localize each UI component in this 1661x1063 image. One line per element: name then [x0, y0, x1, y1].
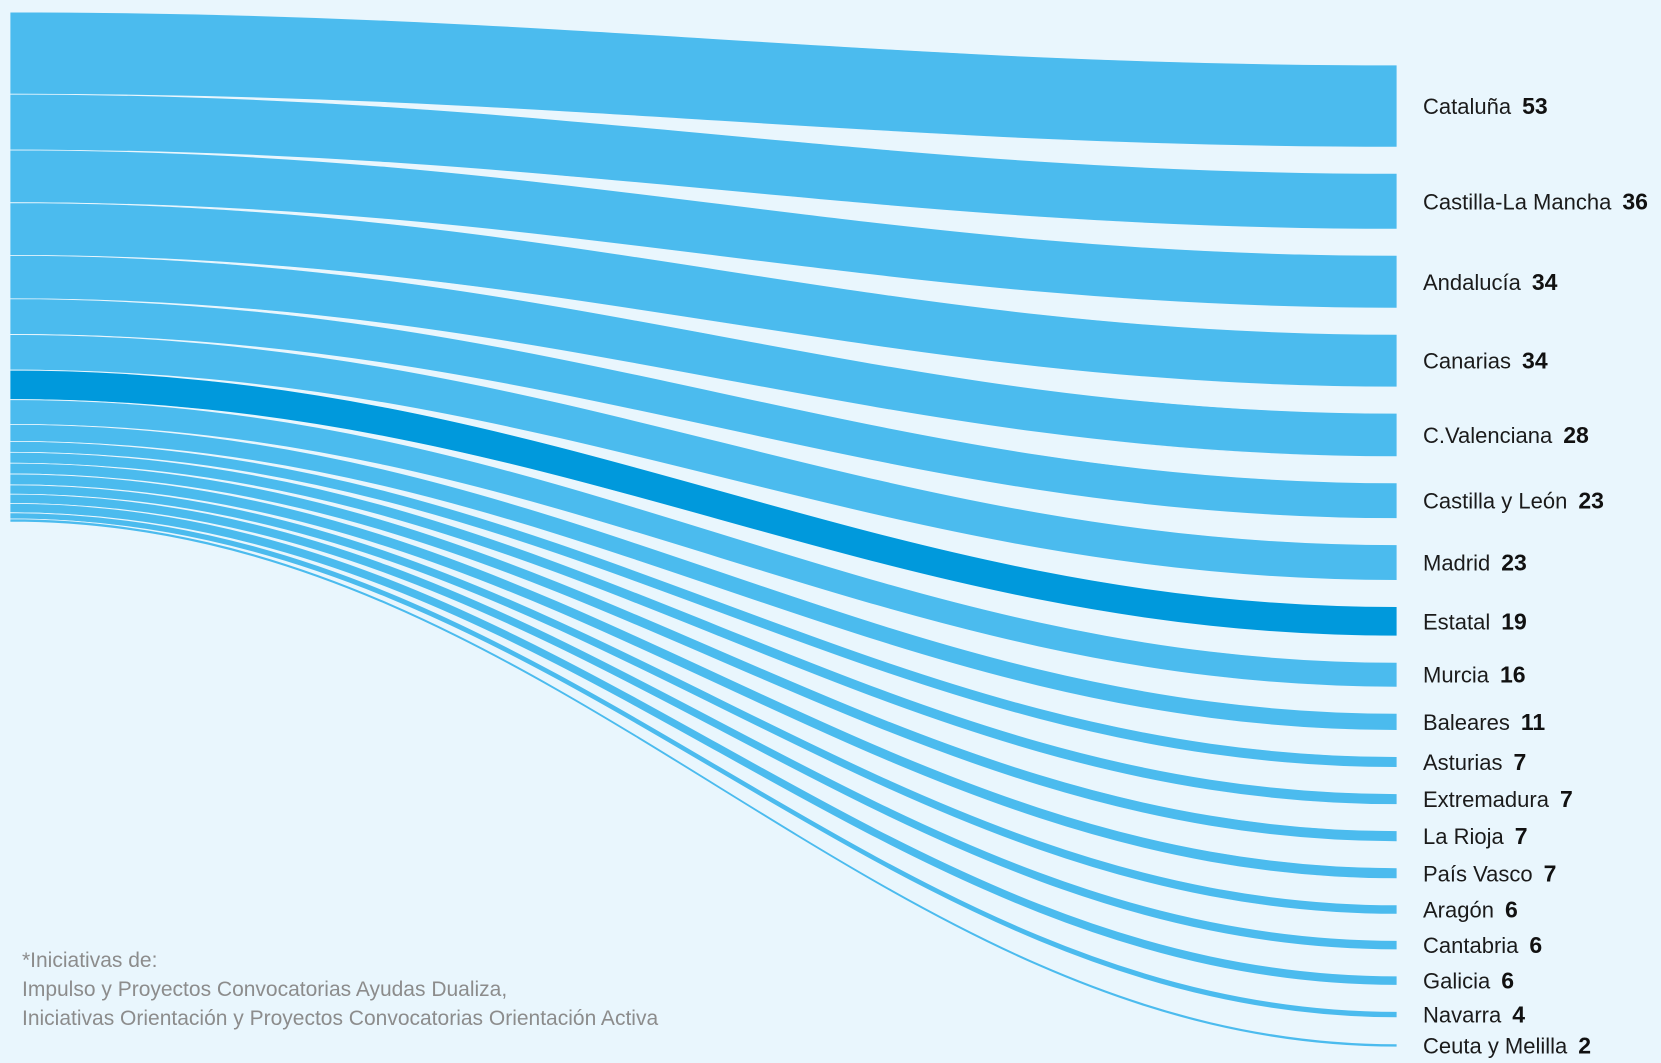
- value-label: 34: [1522, 348, 1548, 374]
- label-extremadura: Extremadura 7: [1423, 786, 1573, 812]
- label-estatal: Estatal 19: [1423, 608, 1527, 634]
- flow-asturias: [9, 440, 1398, 768]
- flow-c-valenciana: [9, 254, 1398, 458]
- flow-extremadura: [9, 451, 1398, 805]
- flow-castilla-la-mancha: [9, 93, 1398, 230]
- footnote-line-2: Impulso y Proyectos Convocatorias Ayudas…: [22, 978, 508, 1001]
- footnote-line-3: Iniciativas Orientación y Proyectos Conv…: [22, 1007, 659, 1030]
- value-label: 11: [1521, 709, 1546, 735]
- value-label: 19: [1501, 608, 1527, 634]
- label-madrid: Madrid 23: [1423, 550, 1527, 576]
- flow-madrid: [9, 334, 1398, 581]
- label-pa-s-vasco: País Vasco 7: [1423, 860, 1556, 886]
- category-label: Navarra: [1423, 1003, 1502, 1028]
- flow-arag-n: [9, 484, 1398, 915]
- value-label: 7: [1515, 823, 1528, 849]
- category-label: Ceuta y Melilla: [1423, 1033, 1568, 1058]
- category-label: Estatal: [1423, 609, 1490, 634]
- category-label: La Rioja: [1423, 824, 1504, 849]
- value-label: 2: [1578, 1032, 1591, 1058]
- category-label: Cataluña: [1423, 94, 1512, 119]
- flow-baleares: [9, 423, 1398, 731]
- flow-canarias: [9, 202, 1398, 388]
- value-label: 23: [1578, 488, 1604, 514]
- value-label: 16: [1500, 662, 1526, 688]
- category-label: Baleares: [1423, 710, 1510, 735]
- value-label: 7: [1544, 860, 1557, 886]
- flow-estatal: [9, 369, 1398, 637]
- label-baleares: Baleares 11: [1423, 709, 1545, 735]
- flow-murcia: [9, 399, 1398, 688]
- flow-ceuta-y-melilla: [9, 518, 1398, 1048]
- label-arag-n: Aragón 6: [1423, 897, 1518, 923]
- label-asturias: Asturias 7: [1423, 749, 1526, 775]
- category-label: Extremadura: [1423, 787, 1550, 812]
- label-catalu-a: Cataluña 53: [1423, 93, 1548, 119]
- value-label: 6: [1505, 897, 1518, 923]
- flow-galicia: [9, 502, 1398, 986]
- label-murcia: Murcia 16: [1423, 662, 1526, 688]
- label-canarias: Canarias 34: [1423, 348, 1548, 374]
- flow-navarra: [9, 512, 1398, 1019]
- value-label: 23: [1501, 550, 1527, 576]
- value-label: 53: [1522, 93, 1548, 119]
- category-label: Castilla-La Mancha: [1423, 189, 1612, 214]
- label-navarra: Navarra 4: [1423, 1002, 1525, 1028]
- label-castilla-la-mancha: Castilla-La Mancha 36: [1423, 188, 1648, 214]
- footnote: *Iniciativas de: Impulso y Proyectos Con…: [22, 946, 658, 1033]
- flow-pa-s-vasco: [9, 473, 1398, 880]
- value-label: 7: [1513, 749, 1526, 775]
- value-label: 6: [1501, 968, 1514, 994]
- category-label: Castilla y León: [1423, 489, 1567, 514]
- footnote-line-1: *Iniciativas de:: [22, 949, 158, 972]
- flow-castilla-y-le-n: [9, 298, 1398, 519]
- value-label: 6: [1529, 932, 1542, 958]
- category-label: Cantabria: [1423, 933, 1519, 958]
- value-label: 7: [1560, 786, 1573, 812]
- value-label: 34: [1532, 269, 1558, 295]
- category-label: Andalucía: [1423, 270, 1522, 295]
- label-galicia: Galicia 6: [1423, 968, 1514, 994]
- category-label: Aragón: [1423, 898, 1494, 923]
- label-cantabria: Cantabria 6: [1423, 932, 1542, 958]
- category-label: Asturias: [1423, 750, 1502, 775]
- flow-cantabria: [9, 493, 1398, 951]
- category-label: Murcia: [1423, 663, 1490, 688]
- category-label: C.Valenciana: [1423, 423, 1553, 448]
- label-la-rioja: La Rioja 7: [1423, 823, 1528, 849]
- value-label: 36: [1622, 188, 1648, 214]
- flow-la-rioja: [9, 462, 1398, 843]
- category-label: Madrid: [1423, 551, 1490, 576]
- flow-andaluc-a: [9, 149, 1398, 309]
- label-ceuta-y-melilla: Ceuta y Melilla 2: [1423, 1032, 1591, 1058]
- category-label: Galicia: [1423, 969, 1491, 994]
- flow-catalu-a: [9, 11, 1398, 148]
- label-andaluc-a: Andalucía 34: [1423, 269, 1558, 295]
- category-label: País Vasco: [1423, 861, 1533, 886]
- category-label: Canarias: [1423, 349, 1511, 374]
- value-label: 28: [1563, 422, 1589, 448]
- label-c-valenciana: C.Valenciana 28: [1423, 422, 1589, 448]
- label-castilla-y-le-n: Castilla y León 23: [1423, 488, 1604, 514]
- value-label: 4: [1512, 1002, 1525, 1028]
